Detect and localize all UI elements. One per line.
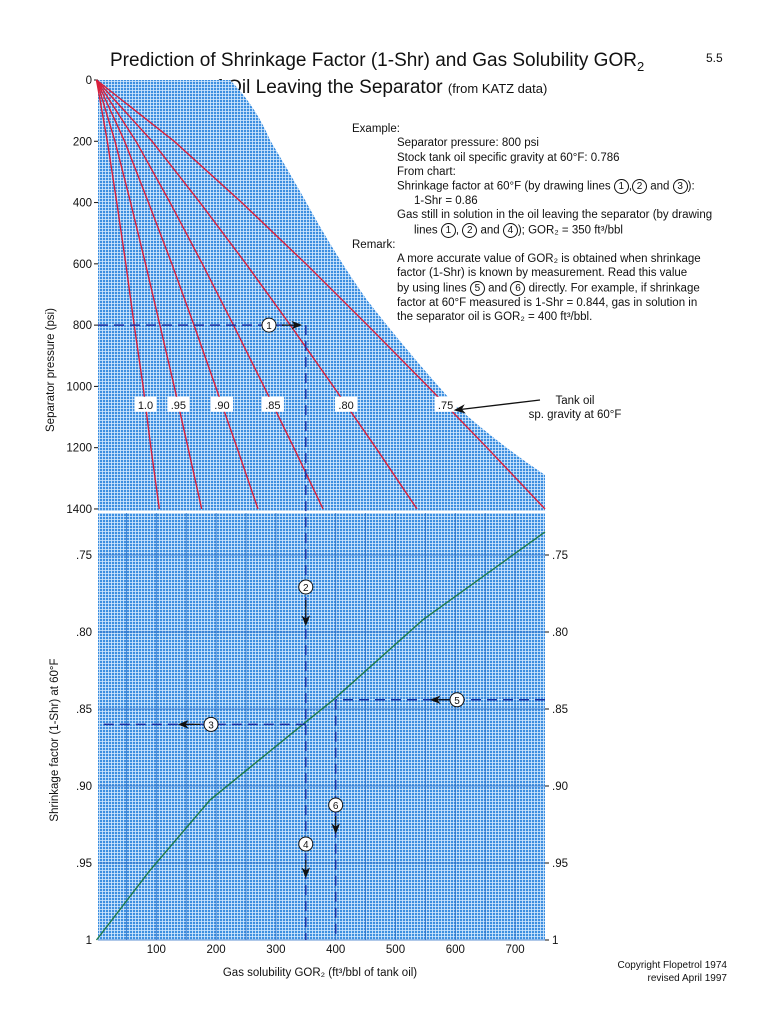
x-tick-label: 500 xyxy=(386,944,405,956)
remark-heading: Remark: xyxy=(352,238,396,251)
gravity-curve-label: .75 xyxy=(438,400,453,412)
remark-line: the separator oil is GOR₂ = 400 ft³/bbl. xyxy=(397,310,593,323)
tank-oil-annotation-line2: sp. gravity at 60°F xyxy=(529,409,622,421)
marker-label: 3 xyxy=(208,720,214,731)
y-tick-label: .85 xyxy=(552,704,568,716)
example-line: Stock tank oil specific gravity at 60°F:… xyxy=(397,151,620,164)
top-panel-grid xyxy=(98,80,545,511)
chart-title-line2: of Oil Leaving the Separator (from KATZ … xyxy=(206,77,547,98)
y-tick-label: .90 xyxy=(76,781,92,793)
gravity-curve-80 xyxy=(95,79,418,510)
gravity-curves: 1.0 .95 .90 .85 .80 .75 xyxy=(95,79,546,941)
bottom-y-axis-label: Shrinkage factor (1-Shr) at 60°F xyxy=(49,658,61,821)
gravity-label-bg xyxy=(210,396,233,412)
x-tick-label: 400 xyxy=(326,944,345,956)
marker-circle-2 xyxy=(298,579,314,595)
y-tick-label: .85 xyxy=(76,704,92,716)
y-tick-label: .80 xyxy=(76,627,92,639)
gravity-curve-label: 1.0 xyxy=(138,400,153,412)
gravity-curve-label: .85 xyxy=(265,400,280,412)
y-tick-label: 1000 xyxy=(66,381,92,393)
example-line: 1-Shr = 0.86 xyxy=(414,195,478,208)
example-line: Shrinkage factor at 60°F (by drawing lin… xyxy=(397,179,695,195)
gravity-curve-label: .80 xyxy=(338,400,353,412)
example-box: Example: Separator pressure: 800 psi Sto… xyxy=(352,122,742,324)
y-tick-label: .75 xyxy=(552,550,568,562)
y-tick-label: 800 xyxy=(73,320,92,332)
bottom-panel-grid xyxy=(98,513,545,940)
axes: 0200400600800100012001400.75.75.80.80.85… xyxy=(66,75,568,956)
y-tick-label: .90 xyxy=(552,781,568,793)
x-tick-label: 100 xyxy=(147,944,166,956)
example-line: Gas still in solution in the oil leaving… xyxy=(397,209,713,222)
gravity-label-bg xyxy=(134,396,157,412)
marker-label: 4 xyxy=(303,840,309,851)
marker-circle-6 xyxy=(328,797,344,813)
marker-circle-4 xyxy=(298,836,314,852)
x-tick-label: 600 xyxy=(446,944,465,956)
y-tick-label: 600 xyxy=(73,259,92,271)
marker-circle-3 xyxy=(203,716,219,732)
y-tick-label: 1200 xyxy=(66,443,92,455)
y-tick-label: .95 xyxy=(552,858,568,870)
remark-line: factor (1-Shr) is known by measurement. … xyxy=(397,267,688,280)
gravity-label-bg xyxy=(261,396,284,412)
remark-line: factor at 60°F measured is 1-Shr = 0.844… xyxy=(397,296,698,309)
y-tick-label: 200 xyxy=(73,136,92,148)
gravity-label-bg xyxy=(434,396,457,412)
example-heading: Example: xyxy=(352,123,400,135)
x-tick-label: 700 xyxy=(506,944,525,956)
gravity-label-bg xyxy=(335,396,358,412)
gravity-curve-85 xyxy=(95,79,324,510)
tank-oil-arrow xyxy=(453,399,541,414)
example-line: From chart: xyxy=(397,165,456,178)
x-tick-label: 200 xyxy=(207,944,226,956)
chart-title-line1: Prediction of Shrinkage Factor (1-Shr) a… xyxy=(110,50,644,74)
example-line: Separator pressure: 800 psi xyxy=(397,137,539,150)
gravity-curve-label: .95 xyxy=(171,400,186,412)
x-axis-label: Gas solubility GOR₂ (ft³/bbl of tank oil… xyxy=(223,967,417,979)
marker-circle-1 xyxy=(261,317,277,333)
marker-label: 6 xyxy=(333,801,339,812)
y-tick-label: 1 xyxy=(86,935,92,947)
tank-oil-annotation-line1: Tank oil xyxy=(556,395,595,407)
y-tick-label: 1400 xyxy=(66,504,92,516)
construction-lines: 1 2 3 4 5 6 xyxy=(98,317,545,940)
remark-line: A more accurate value of GOR₂ is obtaine… xyxy=(397,253,701,266)
y-tick-label: 0 xyxy=(86,75,92,87)
y-tick-label: .75 xyxy=(76,550,92,562)
y-tick-label: 1 xyxy=(552,935,558,947)
page-number: 5.5 xyxy=(706,51,723,65)
marker-circle-5 xyxy=(449,692,465,708)
y-tick-label: .95 xyxy=(76,858,92,870)
gravity-curve-90 xyxy=(95,79,259,510)
copyright-line1: Copyright Flopetrol 1974 xyxy=(617,960,727,971)
x-tick-label: 300 xyxy=(266,944,285,956)
gravity-curve-95 xyxy=(95,79,203,510)
copyright-line2: revised April 1997 xyxy=(648,973,728,984)
gravity-curve-label: .90 xyxy=(214,400,229,412)
gravity-label-bg xyxy=(167,396,190,412)
y-tick-label: .80 xyxy=(552,627,568,639)
gravity-curve-10 xyxy=(95,79,160,510)
remark-line: by using lines 5 and 6 directly. For exa… xyxy=(397,280,700,296)
marker-label: 2 xyxy=(303,583,309,594)
marker-label: 1 xyxy=(266,321,272,332)
marker-label: 5 xyxy=(454,696,460,707)
gravity-curve-75 xyxy=(96,79,546,510)
top-y-axis-label: Separator pressure (psi) xyxy=(45,308,57,432)
y-tick-label: 400 xyxy=(73,198,92,210)
example-line: lines 1, 2 and 4); GOR₂ = 350 ft³/bbl xyxy=(414,222,623,238)
